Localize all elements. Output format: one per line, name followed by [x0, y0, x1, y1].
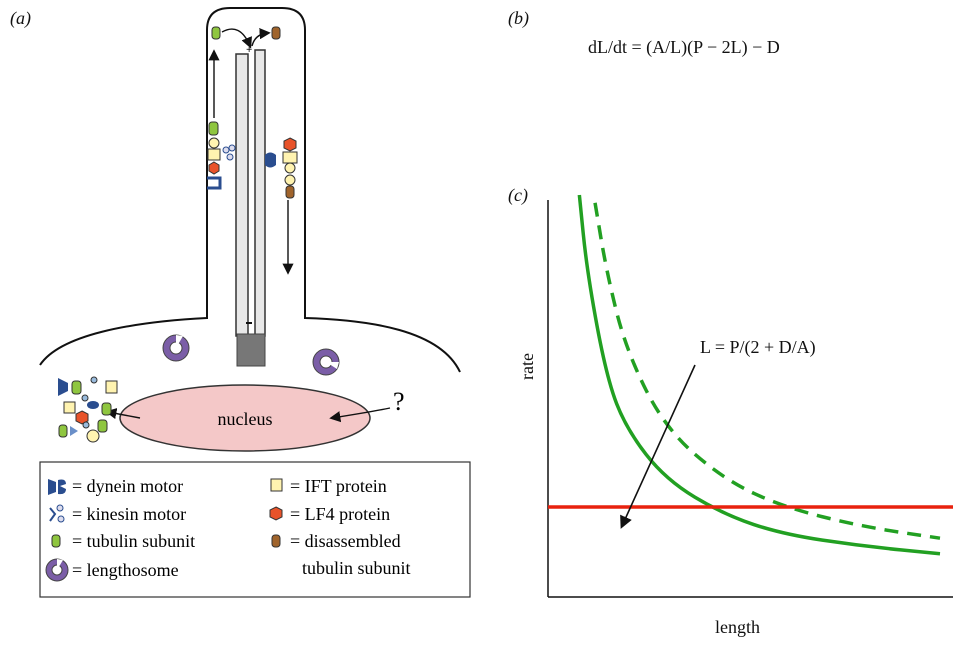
panel-a-label: (a) — [10, 8, 31, 28]
axoneme: + — [235, 44, 266, 367]
nucleus-label: nucleus — [218, 409, 273, 429]
equilibrium-annotation: L = P/(2 + D/A) — [700, 337, 816, 357]
tubulin-subunit-icon — [51, 534, 61, 548]
legend-kinesin-text: = kinesin motor — [72, 504, 186, 524]
legend-lf4-text: = LF4 protein — [290, 504, 390, 524]
equilibrium-arrow — [620, 364, 696, 529]
lengthosome-icon — [312, 348, 340, 376]
cytoplasmic-components — [58, 376, 118, 443]
legend-tubulin-text: = tubulin subunit — [72, 531, 195, 551]
retrograde-ift-train — [265, 137, 298, 199]
legend-dynein-text: = dynein motor — [72, 476, 183, 496]
signal-arrow — [329, 407, 391, 423]
legend-ift-text: = IFT protein — [290, 476, 387, 496]
legend-disassembled-text: = disassembled — [290, 531, 401, 551]
panel-b-label: (b) — [508, 8, 529, 28]
tip-arrow-in — [221, 28, 252, 49]
tip-disassembled-icon — [271, 26, 281, 40]
length-equation: dL/dt = (A/L)(P − 2L) − D — [588, 37, 780, 57]
ift-protein-icon — [270, 478, 283, 492]
disassembled-tubulin-icon — [271, 534, 281, 548]
lengthosome-icon — [45, 558, 69, 582]
question-mark: ? — [393, 387, 405, 416]
series-line-0 — [577, 194, 941, 556]
panel-c-label: (c) — [508, 185, 528, 205]
legend-disassembled-text-2: tubulin subunit — [302, 558, 411, 578]
tip-tubulin-icon — [211, 26, 221, 40]
tip-arrow-out — [251, 28, 271, 47]
legend-lengthosome-text: = lengthosome — [72, 560, 179, 580]
series-line-1 — [593, 202, 941, 540]
chart — [547, 194, 953, 598]
cell-outline — [39, 7, 461, 373]
svg-text:+: + — [246, 44, 252, 56]
anterograde-ift-train — [207, 121, 236, 190]
nucleus: nucleus — [119, 384, 371, 452]
lf4-protein-icon — [269, 506, 283, 521]
dynein-motor-icon — [48, 479, 66, 495]
lengthosome-icon — [162, 334, 190, 362]
x-axis-label: length — [715, 617, 760, 637]
nucleus-output-arrow — [105, 408, 141, 420]
kinesin-motor-icon — [49, 504, 65, 523]
legend: = dynein motor = kinesin motor = tubulin… — [39, 461, 471, 598]
